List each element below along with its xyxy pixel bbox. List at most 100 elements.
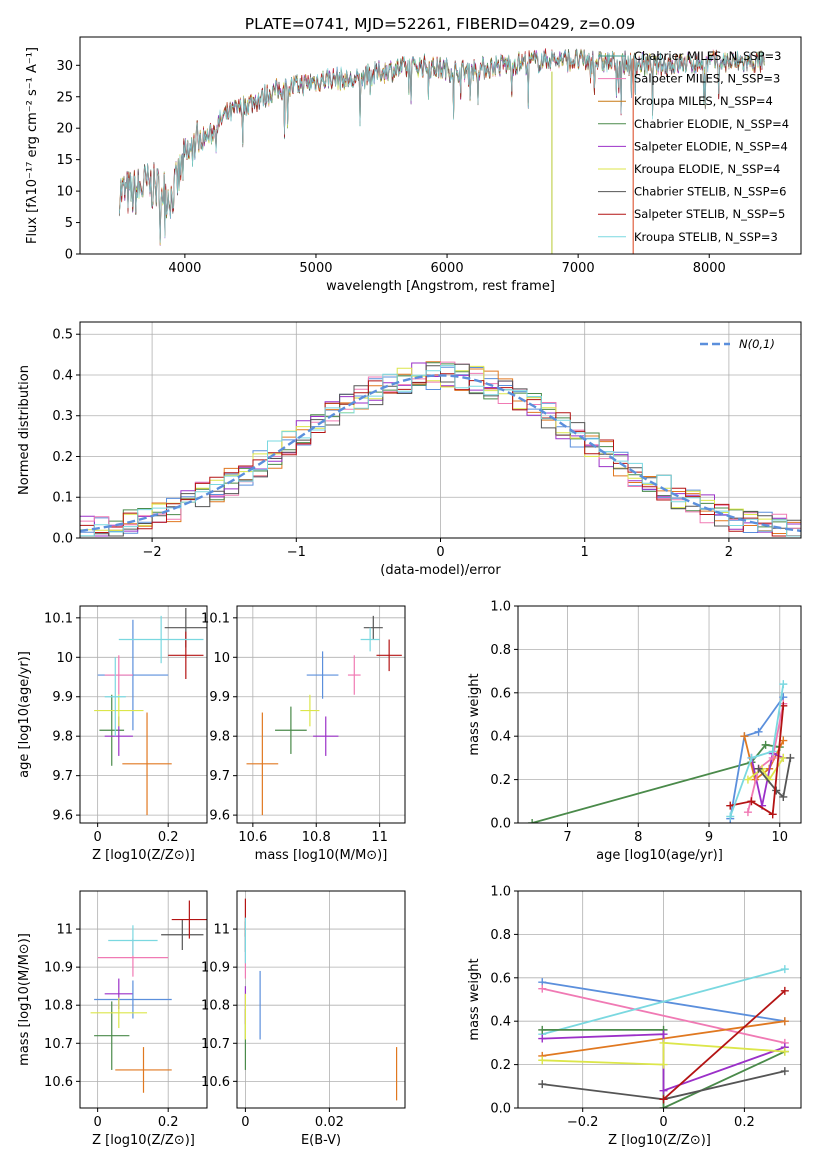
y-tick-label: 10.1 [44, 611, 73, 626]
mass-weight-line [757, 757, 792, 799]
mass-weight-line [729, 683, 785, 817]
x-tick-label: 11 [371, 830, 388, 845]
y-tick-label: 9.6 [52, 809, 73, 824]
y-tick-label: 9.8 [209, 730, 230, 745]
axes-frame [79, 890, 208, 1109]
errorbar-point [171, 900, 207, 939]
plot-area-weight-vs-Z [538, 965, 789, 1108]
mass-weight-marker [780, 1047, 789, 1056]
axes-mass-vs-EBV: 0 0.02 10.6 10.7 10.8 10.9 11 E(B-V) [201, 890, 406, 1148]
x-axis-label: age [log10(age/yr)] [596, 848, 723, 863]
x-tick-label: 7 [563, 830, 571, 845]
mass-weight-marker [726, 812, 735, 821]
mass-weight-marker [779, 792, 788, 801]
legend-label: Salpeter MILES, N_SSP=3 [634, 72, 780, 86]
x-tick-label: 0 [241, 1115, 249, 1130]
y-tick-label: 11 [213, 923, 230, 938]
y-tick-label: 0.0 [490, 817, 511, 832]
mass-weight-marker [779, 680, 788, 689]
axes-weight-vs-age: 7 8 9 10 0.0 0.2 0.4 0.6 0.8 1.0 age [log10(age/yr… [467, 600, 802, 863]
x-axis-label: Z [log10(Z/Z⊙)] [92, 1133, 195, 1148]
y-axis-label: mass [log10(M/M⊙)] [17, 933, 32, 1066]
y-tick-label: 9.9 [52, 690, 73, 705]
axes-age-vs-mass: 10.6 10.8 11 9.6 9.7 9.8 9.9 10 10.1 mass [log10(… [201, 605, 406, 863]
mass-weight-marker [538, 984, 547, 993]
y-tick-label: 1.0 [490, 885, 511, 900]
residuals-legend: N(0,1) [700, 337, 775, 351]
errorbar-point [376, 639, 402, 672]
legend-label: Kroupa MILES, N_SSP=4 [634, 94, 773, 108]
x-tick-label: 0 [436, 545, 444, 560]
x-tick-label: 0.2 [734, 1115, 755, 1130]
mass-weight-marker [659, 1030, 668, 1039]
y-tick-label: 5 [65, 216, 73, 231]
mass-weight-marker [747, 797, 756, 806]
x-tick-label: 0.02 [315, 1115, 344, 1130]
errorbar-point [300, 694, 320, 727]
y-tick-label: 10.7 [44, 1037, 73, 1052]
y-tick-label: 0.4 [52, 368, 73, 383]
mass-weight-marker [761, 740, 770, 749]
errorbar-point [94, 1001, 130, 1070]
errorbar-point [275, 706, 307, 754]
y-tick-label: 10.8 [44, 999, 73, 1014]
mass-weight-marker [754, 764, 763, 773]
x-tick-label: 0.2 [158, 830, 179, 845]
y-tick-label: 10.1 [201, 611, 230, 626]
y-tick-label: 9.7 [52, 769, 73, 784]
errorbar-point [94, 980, 172, 1019]
errorbar-point [360, 627, 380, 652]
errorbar-point [347, 655, 361, 695]
legend-label: Chabrier STELIB, N_SSP=6 [634, 185, 786, 199]
y-axis-label: age [log10(age/yr)] [17, 651, 32, 778]
x-tick-label: 2 [725, 545, 733, 560]
mass-weight-marker [659, 1086, 668, 1095]
y-tick-label: 0 [65, 248, 73, 263]
errorbar-point [306, 651, 339, 699]
normal-reference-curve [80, 374, 801, 533]
errorbar-point [90, 997, 148, 1029]
y-tick-label: 0.2 [52, 450, 73, 465]
x-tick-label: 6000 [431, 261, 464, 276]
errorbar-point [94, 694, 144, 727]
mass-weight-marker [768, 810, 777, 819]
errorbar-point [161, 919, 204, 951]
x-tick-label: 10 [772, 830, 789, 845]
errorbar-point [313, 716, 339, 756]
mass-weight-line [542, 968, 786, 1036]
y-tick-label: 0.0 [52, 532, 73, 547]
errorbar-point [168, 631, 204, 679]
y-tick-label: 9.8 [52, 730, 73, 745]
mass-weight-marker [780, 965, 789, 974]
mass-weight-marker [779, 753, 788, 762]
errorbar-point [122, 712, 172, 816]
y-tick-label: 10.8 [201, 999, 230, 1014]
plot-area-age-vs-Z [94, 607, 207, 816]
x-axis-label: Z [log10(Z/Z⊙)] [608, 1133, 711, 1148]
y-tick-label: 11 [56, 923, 73, 938]
mass-weight-marker [538, 1025, 547, 1034]
x-tick-label: 10.8 [302, 830, 331, 845]
mass-weight-line [662, 990, 786, 1100]
mass-weight-marker [786, 753, 795, 762]
y-tick-label: 9.6 [209, 809, 230, 824]
mass-weight-marker [768, 747, 777, 756]
x-axis-label: Z [log10(Z/Z⊙)] [92, 848, 195, 863]
y-tick-label: 15 [56, 153, 73, 168]
mass-weight-marker [747, 753, 756, 762]
x-axis-label: wavelength [Angstrom, rest frame] [326, 279, 555, 294]
axes-age-vs-Z: 0 0.2 9.6 9.7 9.8 9.9 10 10.1 Z [log10(Z/Z⊙)] age… [17, 605, 208, 863]
x-tick-label: −1 [287, 545, 306, 560]
mass-weight-marker [659, 1095, 668, 1104]
legend-label: Chabrier MILES, N_SSP=3 [634, 49, 781, 63]
y-tick-label: 10 [56, 185, 73, 200]
plot-area-residuals [80, 361, 801, 537]
errorbar-point [104, 655, 133, 695]
x-axis-label: mass [log10(M/M⊙)] [255, 848, 388, 863]
plot-area-mass-vs-Z [90, 900, 207, 1093]
y-tick-label: 0.1 [52, 491, 73, 506]
x-tick-label: 0 [93, 1115, 101, 1130]
axes-frame [79, 605, 208, 824]
axes-residuals: −2 −1 0 1 2 0.0 0.1 0.2 0.3 0.4 0.5 (data-model)/er… [17, 321, 802, 578]
